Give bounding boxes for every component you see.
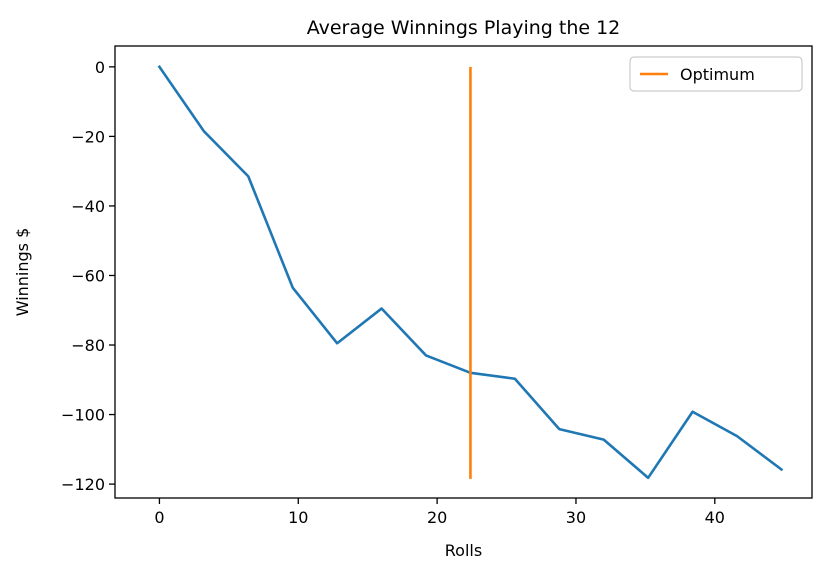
x-tick-label: 20 bbox=[427, 508, 447, 527]
x-axis-label: Rolls bbox=[445, 541, 482, 560]
legend-label: Optimum bbox=[680, 65, 755, 84]
axes: 0 10 20 30 40 0 −20 −40 −60 −80 −100 −120 bbox=[61, 45, 813, 527]
x-tick-label: 40 bbox=[705, 508, 725, 527]
y-tick-label: −60 bbox=[71, 266, 105, 285]
y-tick-label: −120 bbox=[61, 475, 105, 494]
plot-area bbox=[157, 65, 784, 480]
y-axis-label: Winnings $ bbox=[13, 228, 32, 317]
x-tick-label: 30 bbox=[566, 508, 586, 527]
legend: Optimum bbox=[629, 56, 803, 92]
y-tick-label: −20 bbox=[71, 127, 105, 146]
axes-frame bbox=[114, 45, 813, 499]
x-tick-label: 0 bbox=[154, 508, 164, 527]
legend-box bbox=[629, 56, 803, 92]
y-tick-label: −80 bbox=[71, 336, 105, 355]
y-tick-label: −40 bbox=[71, 197, 105, 216]
chart-title: Average Winnings Playing the 12 bbox=[307, 17, 621, 39]
y-tick-label: −100 bbox=[61, 406, 105, 425]
x-tick-label: 10 bbox=[288, 508, 308, 527]
y-tick-label: 0 bbox=[95, 58, 105, 77]
